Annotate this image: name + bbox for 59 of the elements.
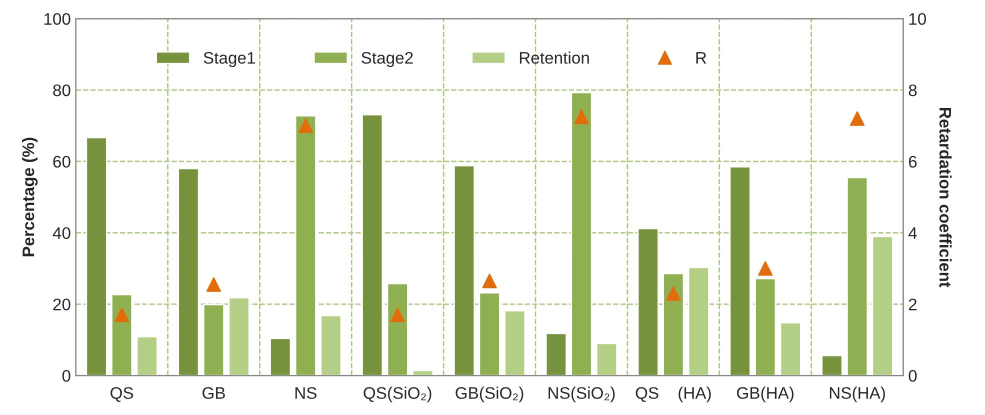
y-axis-title: Percentage (%) — [22, 138, 38, 256]
y-tick-label: 20 — [53, 298, 70, 310]
bar — [136, 336, 158, 376]
point — [666, 286, 681, 301]
bar — [504, 310, 526, 376]
bar — [545, 332, 568, 376]
bar — [320, 314, 342, 376]
x-tick-label: NS(HA) — [830, 386, 885, 402]
y2-tick-label: 4 — [908, 227, 917, 239]
x-tick-label: NS — [295, 387, 316, 399]
x-tick-label: QS — [110, 387, 134, 402]
y-tick-label: 100 — [44, 13, 70, 25]
bar — [111, 294, 133, 376]
y2-tick-label: 6 — [908, 156, 917, 168]
bar — [178, 168, 200, 376]
bar — [780, 322, 802, 376]
y2-tick-label: 0 — [908, 370, 917, 382]
point — [850, 111, 865, 126]
point — [390, 308, 405, 322]
y2-tick-label: 8 — [908, 84, 917, 96]
bar — [662, 272, 684, 376]
x-tick-label: QS(SiO₂) — [364, 386, 432, 402]
y2-tick-label: 2 — [908, 298, 917, 310]
legend-label: Stage1 — [204, 52, 255, 68]
y-tick-label: 80 — [53, 84, 70, 96]
bar — [386, 282, 408, 376]
bar — [86, 136, 108, 376]
bar — [846, 176, 868, 376]
point — [574, 110, 589, 124]
legend-label: Retention — [520, 52, 589, 64]
bar — [754, 278, 776, 376]
legend-label: R — [696, 52, 706, 64]
x-tick-label: QS (HA) — [636, 386, 711, 402]
point — [298, 118, 313, 134]
y2-axis-title: Retardation coefficient — [939, 108, 952, 288]
y-tick-label: 40 — [52, 227, 70, 240]
bar — [570, 92, 592, 376]
y-tick-label: 0 — [62, 370, 70, 382]
bar — [270, 338, 292, 376]
x-tick-label: GB — [202, 387, 225, 399]
bar — [202, 304, 225, 376]
bar — [294, 115, 316, 376]
bar — [729, 166, 751, 376]
legend-label: Stage2 — [362, 52, 413, 68]
point — [758, 261, 773, 276]
bar — [362, 114, 384, 376]
x-tick-label: NS(SiO₂) — [548, 386, 615, 402]
bar — [453, 165, 476, 376]
bar — [821, 354, 843, 376]
point — [206, 277, 222, 292]
bar — [637, 228, 659, 376]
point — [482, 274, 497, 288]
bar — [596, 342, 618, 376]
y2-tick-label: 10 — [909, 13, 926, 25]
x-tick-label: GB(HA) — [737, 386, 794, 402]
y-tick-label: 60 — [53, 156, 70, 168]
point — [114, 308, 130, 322]
bar — [478, 292, 500, 376]
x-tick-label: GB(SiO₂) — [456, 386, 524, 402]
